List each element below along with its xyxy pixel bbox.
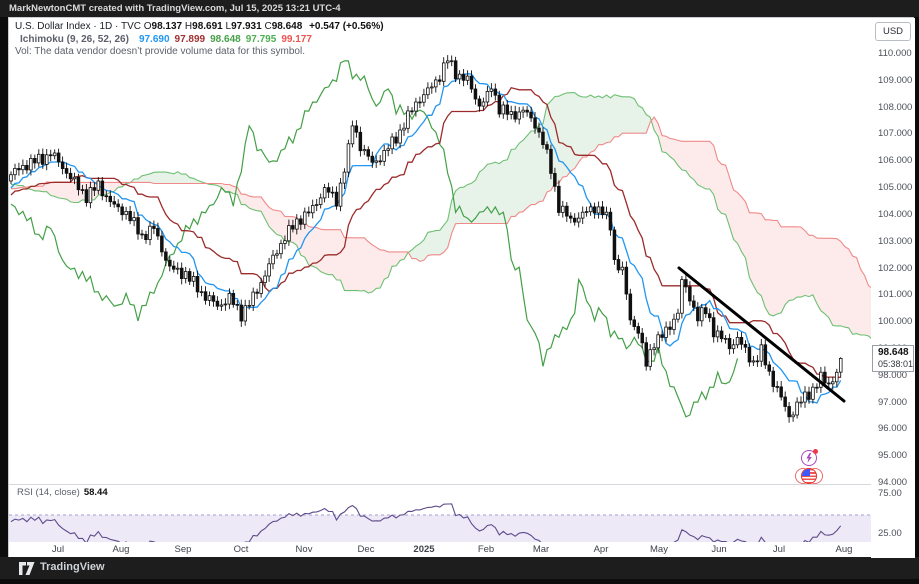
price-tick: 103.000 <box>878 235 913 247</box>
us-flag-roundel <box>801 468 817 484</box>
price-chart-canvas[interactable] <box>9 18 871 484</box>
price-tick: 107.000 <box>878 128 913 140</box>
time-tick: Dec <box>357 544 375 555</box>
ichimoku-value: 97.899 <box>174 33 206 45</box>
price-tick: 106.000 <box>878 155 913 167</box>
price-axis[interactable]: USD 98.648 05:38:01 110.000 109.000 108.00… <box>871 18 915 558</box>
price-tick: 95.000 <box>878 450 908 462</box>
bar-countdown: 05:38:01 <box>878 359 914 369</box>
pane-separator[interactable] <box>9 484 915 485</box>
currency-badge[interactable]: USD <box>875 22 911 41</box>
time-axis[interactable]: Jul Aug Sep Oct Nov Dec 2025 Feb Mar Apr May Jun Jul… <box>9 542 871 558</box>
time-tick: Sep <box>174 544 192 555</box>
change-value: +0.547 (+0.56%) <box>309 21 384 32</box>
time-tick: May <box>650 544 668 555</box>
attribution-text: MarkNewtonCMT created with TradingView.c… <box>9 3 341 14</box>
ichimoku-values: 97.690 97.899 98.648 97.795 99.177 <box>134 34 312 45</box>
rsi-tick: 25.00 <box>878 528 902 539</box>
time-tick: Nov <box>295 544 313 555</box>
time-tick: Jun <box>711 544 727 555</box>
price-tick: 100.000 <box>878 316 913 328</box>
price-tick: 101.000 <box>878 289 913 301</box>
ohlc-item: C98.648 <box>264 21 303 32</box>
ichimoku-value: 99.177 <box>281 33 312 45</box>
rsi-value: 58.44 <box>83 487 108 498</box>
price-tick: 98.000 <box>878 369 908 381</box>
ichimoku-label[interactable]: Ichimoku (9, 26, 52, 26) <box>20 33 129 45</box>
last-price-label: 98.648 05:38:01 <box>872 345 914 372</box>
time-tick: Jul <box>51 544 65 555</box>
rsi-legend: RSI (14, close) 58.44 <box>17 487 108 498</box>
ichimoku-value: 97.690 <box>138 33 170 45</box>
tradingview-logo-icon[interactable] <box>19 562 36 575</box>
last-price-value: 98.648 <box>878 347 909 358</box>
spark-icon[interactable] <box>801 449 818 466</box>
chart-legend: U.S. Dollar Index · 1D · TVC O98.137 H98… <box>15 21 384 59</box>
rsi-label[interactable]: RSI (14, close) <box>17 487 80 498</box>
time-tick: Apr <box>593 544 609 555</box>
ichimoku-value: 98.648 <box>210 33 241 45</box>
attribution-bar: MarkNewtonCMT created with TradingView.c… <box>0 0 919 17</box>
time-tick: Aug <box>835 544 853 555</box>
volume-note: Vol: The data vendor doesn’t provide vol… <box>15 46 305 57</box>
price-tick: 96.000 <box>878 423 908 435</box>
ichimoku-value: 97.795 <box>245 33 277 45</box>
rsi-tick: 75.00 <box>878 488 902 499</box>
time-tick: Jul <box>772 544 786 555</box>
price-tick: 102.000 <box>878 262 913 274</box>
ohlc-item: O98.137 <box>143 21 183 32</box>
ohlc-item: H98.691 <box>184 21 223 32</box>
price-tick: 110.000 <box>878 48 912 59</box>
time-tick: Feb <box>477 544 495 555</box>
ohlc-values: O98.137 H98.691 L97.931 C98.648 <box>144 21 303 32</box>
time-tick: Aug <box>112 544 130 555</box>
price-tick: 108.000 <box>878 101 913 113</box>
time-tick: Mar <box>532 544 550 555</box>
price-tick: 104.000 <box>878 208 913 220</box>
tradingview-brand-text[interactable]: TradingView <box>40 561 105 573</box>
price-tick: 94.000 <box>878 477 908 488</box>
time-tick: 2025 <box>413 544 435 555</box>
footer-bar: TradingView <box>0 557 919 579</box>
time-tick: Oct <box>233 544 249 555</box>
us-flag-icon[interactable] <box>795 468 823 485</box>
price-tick: 97.000 <box>878 396 908 408</box>
symbol-title[interactable]: U.S. Dollar Index · 1D · TVC <box>15 21 141 32</box>
price-tick: 105.000 <box>878 182 913 194</box>
rsi-chart-canvas[interactable] <box>9 485 871 542</box>
price-tick: 109.000 <box>878 74 913 86</box>
chart-card: U.S. Dollar Index · 1D · TVC O98.137 H98… <box>8 17 915 558</box>
notification-dot <box>813 449 818 454</box>
ohlc-item: L97.931 <box>225 21 262 32</box>
lightning-bolt-icon <box>805 452 812 463</box>
